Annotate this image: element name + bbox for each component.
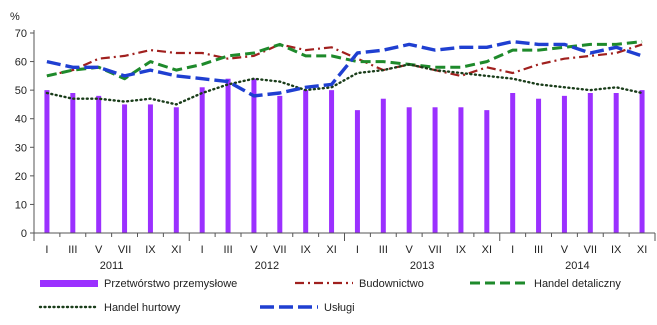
- y-tick-label: 30: [15, 142, 27, 154]
- x-tick-label: V: [406, 244, 414, 256]
- bar: [458, 107, 464, 233]
- legend-label: Handel hurtowy: [104, 302, 181, 314]
- x-tick-label: XI: [326, 244, 336, 256]
- bar: [561, 95, 567, 233]
- y-tick-label: 50: [15, 85, 27, 97]
- x-tick-label: III: [534, 244, 543, 256]
- bar: [70, 93, 76, 233]
- bar: [147, 104, 153, 233]
- bar: [303, 90, 309, 234]
- x-tick-label: VII: [428, 244, 441, 256]
- y-tick-label: 40: [15, 114, 27, 126]
- x-tick-label: I: [45, 244, 48, 256]
- bar: [432, 107, 438, 233]
- bar: [406, 107, 412, 233]
- x-tick-label: XI: [482, 244, 492, 256]
- y-tick-label: 20: [15, 171, 27, 183]
- x-tick-label: IX: [145, 244, 156, 256]
- y-axis: 0 10 20 30 40 50 60 70: [15, 28, 35, 240]
- x-tick-label: V: [561, 244, 569, 256]
- legend-label: Przetwórstwo przemysłowe: [104, 278, 237, 290]
- line-series-group: [45, 39, 644, 106]
- legend-label: Budownictwo: [359, 278, 424, 290]
- x-tick-label: III: [223, 244, 232, 256]
- x-tick-label: I: [511, 244, 514, 256]
- bar: [329, 90, 335, 234]
- bar: [251, 78, 257, 233]
- bar: [587, 93, 593, 233]
- bar: [199, 87, 205, 234]
- bar: [173, 107, 179, 233]
- bar: [380, 98, 386, 233]
- y-tick-label: 0: [21, 228, 27, 240]
- bar: [96, 95, 102, 233]
- x-tick-label: V: [95, 244, 103, 256]
- x-tick-label: V: [250, 244, 258, 256]
- bar: [122, 104, 128, 233]
- x-tick-label: XI: [637, 244, 647, 256]
- year-label: 2011: [100, 260, 124, 272]
- x-tick-label: III: [379, 244, 388, 256]
- x-tick-label: IX: [300, 244, 311, 256]
- year-label: 2012: [255, 260, 279, 272]
- x-tick-label: IX: [611, 244, 622, 256]
- legend-label: Usługi: [324, 302, 355, 314]
- x-tick-label: VII: [584, 244, 597, 256]
- x-tick-label: XI: [171, 244, 181, 256]
- x-axis: I III V VII IX XI I III V VII IX XI I III V VII IX XI I III…: [33, 232, 656, 272]
- x-tick-label: I: [356, 244, 359, 256]
- bar: [510, 93, 516, 233]
- year-label: 2013: [410, 260, 434, 272]
- x-tick-label: VII: [118, 244, 131, 256]
- series-line: [46, 39, 643, 98]
- year-label: 2014: [565, 260, 589, 272]
- bar: [225, 78, 231, 233]
- x-tick-label: VII: [273, 244, 286, 256]
- legend: Przetwórstwo przemysłowe Budownictwo Hande…: [38, 278, 621, 314]
- bar: [639, 90, 645, 234]
- y-tick-label: 60: [15, 57, 27, 69]
- series-line: [45, 63, 644, 106]
- bar: [613, 93, 619, 233]
- series-line: [46, 40, 643, 81]
- x-tick-label: IX: [456, 244, 467, 256]
- x-tick-label: III: [68, 244, 77, 256]
- bar: [354, 110, 360, 233]
- y-tick-label: 10: [15, 199, 27, 211]
- y-axis-unit-label: %: [10, 11, 20, 23]
- bar: [44, 90, 50, 234]
- bar: [536, 98, 542, 233]
- bar: [277, 95, 283, 233]
- legend-swatch: [40, 280, 98, 287]
- y-tick-label: 70: [15, 28, 27, 40]
- bar-series: [44, 78, 645, 234]
- x-tick-label: I: [201, 244, 204, 256]
- bar: [484, 110, 490, 233]
- legend-label: Handel detaliczny: [534, 278, 621, 290]
- series-line: [46, 43, 643, 78]
